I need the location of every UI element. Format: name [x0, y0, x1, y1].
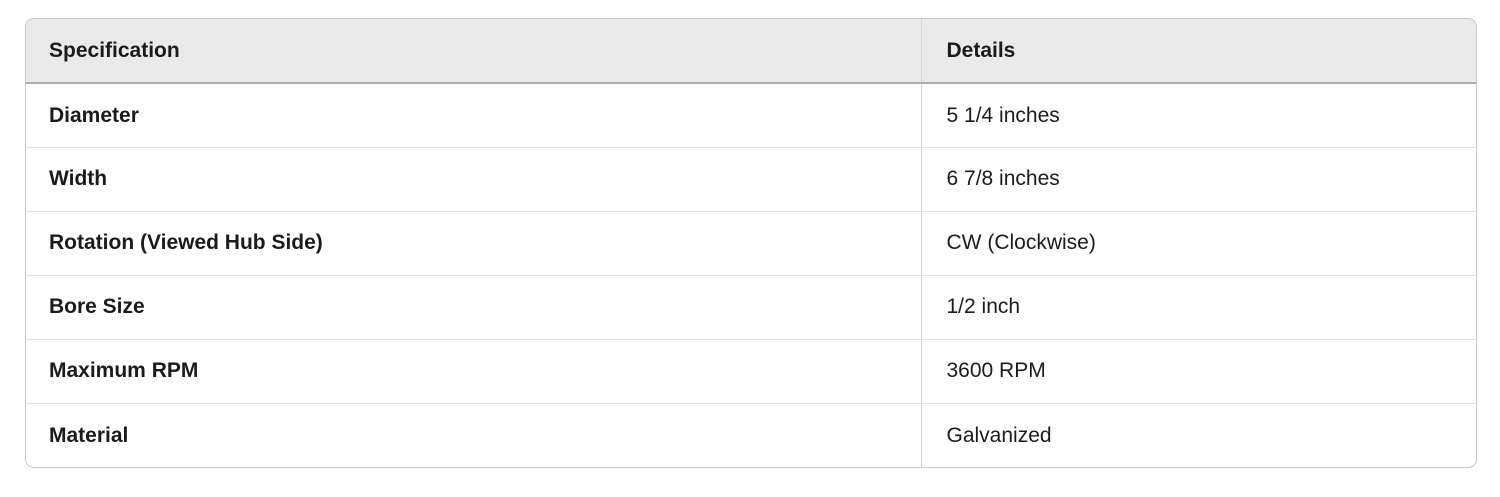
table-row: Material Galvanized [26, 403, 1476, 467]
column-header-specification: Specification [26, 19, 921, 84]
detail-cell-diameter: 5 1/4 inches [920, 83, 1476, 148]
detail-cell-width: 6 7/8 inches [920, 147, 1476, 212]
table-row: Maximum RPM 3600 RPM [26, 339, 1476, 404]
table-body: Diameter 5 1/4 inches Width 6 7/8 inches… [26, 83, 1476, 467]
spec-cell-width: Width [26, 147, 921, 212]
table-row: Width 6 7/8 inches [26, 147, 1476, 212]
spec-cell-diameter: Diameter [26, 83, 921, 148]
table-row: Diameter 5 1/4 inches [26, 83, 1476, 148]
spec-cell-bore-size: Bore Size [26, 275, 921, 340]
table-header: Specification Details [26, 19, 1476, 84]
spec-cell-maximum-rpm: Maximum RPM [26, 339, 921, 404]
specification-table: Specification Details Diameter 5 1/4 inc… [25, 18, 1477, 468]
column-header-details: Details [920, 19, 1476, 84]
spec-details-table: Specification Details Diameter 5 1/4 inc… [26, 19, 1476, 467]
detail-cell-rotation: CW (Clockwise) [920, 211, 1476, 276]
spec-cell-material: Material [26, 403, 921, 467]
detail-cell-material: Galvanized [920, 403, 1476, 467]
spec-cell-rotation: Rotation (Viewed Hub Side) [26, 211, 921, 276]
header-row: Specification Details [26, 19, 1476, 84]
detail-cell-bore-size: 1/2 inch [920, 275, 1476, 340]
table-row: Bore Size 1/2 inch [26, 275, 1476, 340]
table-row: Rotation (Viewed Hub Side) CW (Clockwise… [26, 211, 1476, 276]
detail-cell-maximum-rpm: 3600 RPM [920, 339, 1476, 404]
